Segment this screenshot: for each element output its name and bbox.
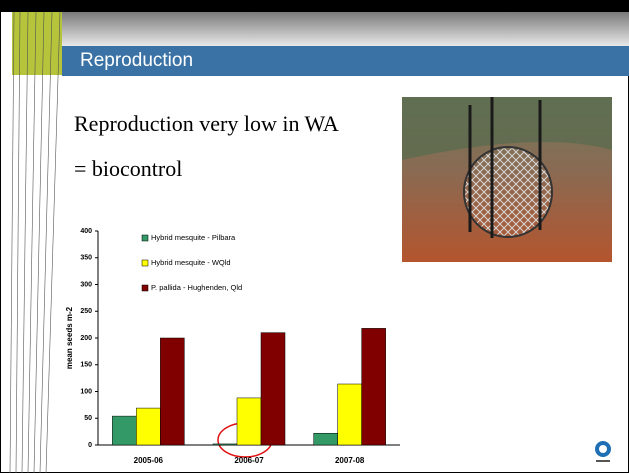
text-line: = biocontrol [74, 156, 182, 181]
y-tick-label: 100 [80, 388, 92, 395]
legend-label: P. pallida - Hughenden, Qld [151, 283, 242, 292]
y-tick-label: 50 [84, 415, 92, 422]
legend-swatch [142, 260, 148, 266]
top-band [0, 0, 629, 12]
y-tick-label: 200 [80, 335, 92, 342]
photo [402, 97, 612, 262]
legend-swatch [142, 235, 148, 241]
x-tick-label: 2005-06 [134, 456, 164, 465]
x-tick-label: 2006-07 [234, 456, 264, 465]
x-tick-label: 2007-08 [335, 456, 365, 465]
legend-swatch [142, 285, 148, 291]
bar [314, 433, 338, 445]
y-axis-title: mean seeds m-2 [65, 306, 74, 369]
bar [112, 416, 136, 445]
bar [160, 338, 184, 445]
header-band [62, 12, 629, 46]
bar [261, 333, 285, 445]
y-tick-label: 300 [80, 281, 92, 288]
y-tick-label: 350 [80, 255, 92, 262]
slide: Reproduction Reproduction very low in WA… [0, 0, 629, 473]
legend-label: Hybrid mesquite - Pilbara [151, 233, 236, 242]
bar [136, 408, 160, 445]
bar [362, 328, 386, 445]
bar [338, 384, 362, 445]
y-tick-label: 250 [80, 308, 92, 315]
y-tick-label: 150 [80, 362, 92, 369]
y-tick-label: 400 [80, 228, 92, 235]
y-tick-label: 0 [88, 442, 92, 449]
legend-label: Hybrid mesquite - WQld [151, 258, 231, 267]
bar [213, 444, 237, 445]
bar [237, 398, 261, 445]
text-line: Reproduction very low in WA [74, 111, 339, 136]
slide-title: Reproduction [80, 50, 193, 71]
